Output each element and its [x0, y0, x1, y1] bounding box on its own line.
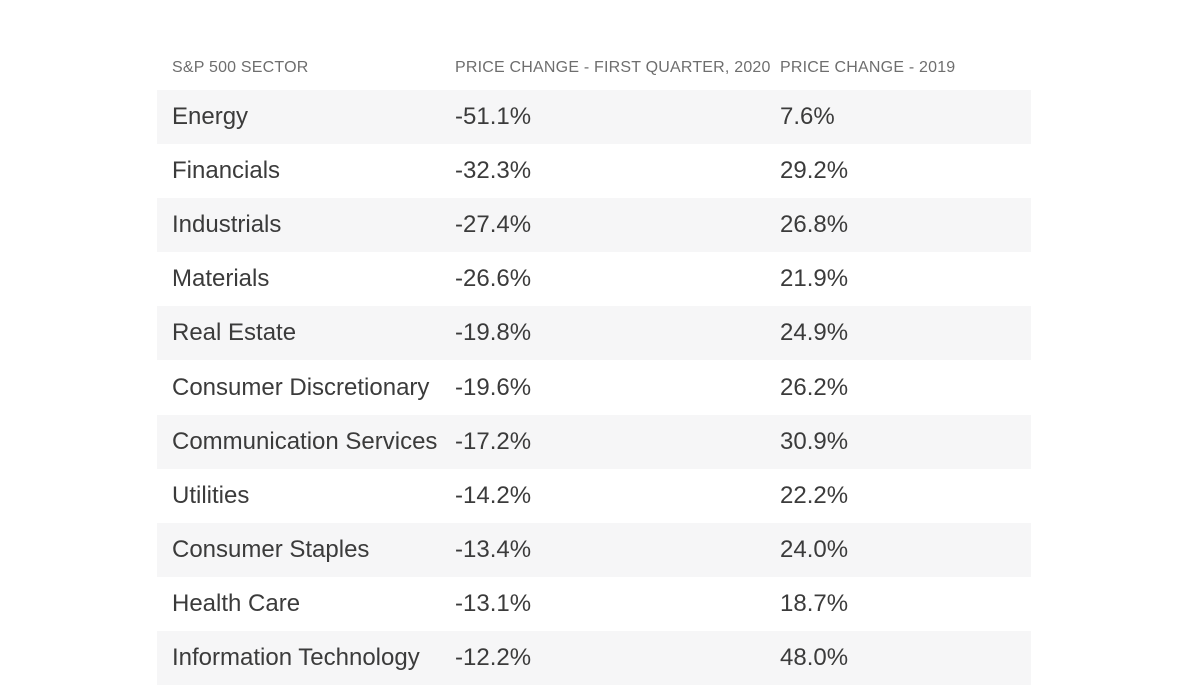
2019-cell: 48.0% [765, 630, 1031, 685]
2019-cell: 24.9% [765, 306, 1031, 361]
2019-cell: 21.9% [765, 252, 1031, 307]
table-header: S&P 500 SECTOR PRICE CHANGE - FIRST QUAR… [157, 0, 1031, 90]
sector-cell: Communication Services [157, 414, 440, 469]
q1-2020-cell: -14.2% [440, 468, 765, 523]
q1-2020-cell: -19.8% [440, 306, 765, 361]
2019-cell: 29.2% [765, 144, 1031, 199]
2019-cell: 22.2% [765, 468, 1031, 523]
table-row: Information Technology -12.2% 48.0% [157, 630, 1031, 685]
q1-2020-cell: -32.3% [440, 144, 765, 199]
q1-2020-cell: -51.1% [440, 90, 765, 145]
q1-2020-cell: -17.2% [440, 414, 765, 469]
sector-cell: Real Estate [157, 306, 440, 361]
page: S&P 500 SECTOR PRICE CHANGE - FIRST QUAR… [172, 59, 956, 671]
2019-cell: 18.7% [765, 576, 1031, 631]
sector-cell: Consumer Staples [157, 522, 440, 577]
sector-cell: Utilities [157, 468, 440, 523]
2019-cell: 26.8% [765, 198, 1031, 253]
sector-cell: Materials [157, 252, 440, 307]
sector-cell: Health Care [157, 576, 440, 631]
sector-cell: Information Technology [157, 630, 440, 685]
table-row: Consumer Discretionary -19.6% 26.2% [157, 360, 1031, 415]
table-row: Materials -26.6% 21.9% [157, 252, 1031, 307]
q1-2020-cell: -27.4% [440, 198, 765, 253]
table-row: Communication Services -17.2% 30.9% [157, 414, 1031, 469]
table-row: Financials -32.3% 29.2% [157, 144, 1031, 199]
2019-cell: 26.2% [765, 360, 1031, 415]
table-body: Energy -51.1% 7.6% Financials -32.3% 29.… [157, 90, 1031, 685]
table-row: Utilities -14.2% 22.2% [157, 468, 1031, 523]
q1-2020-cell: -13.1% [440, 576, 765, 631]
table-row: Industrials -27.4% 26.8% [157, 198, 1031, 253]
column-header-sector: S&P 500 SECTOR [172, 59, 309, 76]
sector-cell: Industrials [157, 198, 440, 253]
2019-cell: 7.6% [765, 90, 1031, 145]
column-header-q1-2020: PRICE CHANGE - FIRST QUARTER, 2020 [455, 59, 771, 76]
q1-2020-cell: -19.6% [440, 360, 765, 415]
column-header-2019: PRICE CHANGE - 2019 [780, 59, 956, 76]
sector-performance-table: S&P 500 SECTOR PRICE CHANGE - FIRST QUAR… [157, 0, 1031, 685]
table-row: Health Care -13.1% 18.7% [157, 576, 1031, 631]
sector-cell: Financials [157, 144, 440, 199]
q1-2020-cell: -26.6% [440, 252, 765, 307]
table-row: Consumer Staples -13.4% 24.0% [157, 522, 1031, 577]
2019-cell: 30.9% [765, 414, 1031, 469]
sector-cell: Energy [157, 90, 440, 145]
q1-2020-cell: -12.2% [440, 630, 765, 685]
2019-cell: 24.0% [765, 522, 1031, 577]
sector-cell: Consumer Discretionary [157, 360, 440, 415]
table-row: Real Estate -19.8% 24.9% [157, 306, 1031, 361]
header-row: S&P 500 SECTOR PRICE CHANGE - FIRST QUAR… [157, 0, 1031, 90]
table-row: Energy -51.1% 7.6% [157, 90, 1031, 145]
q1-2020-cell: -13.4% [440, 522, 765, 577]
